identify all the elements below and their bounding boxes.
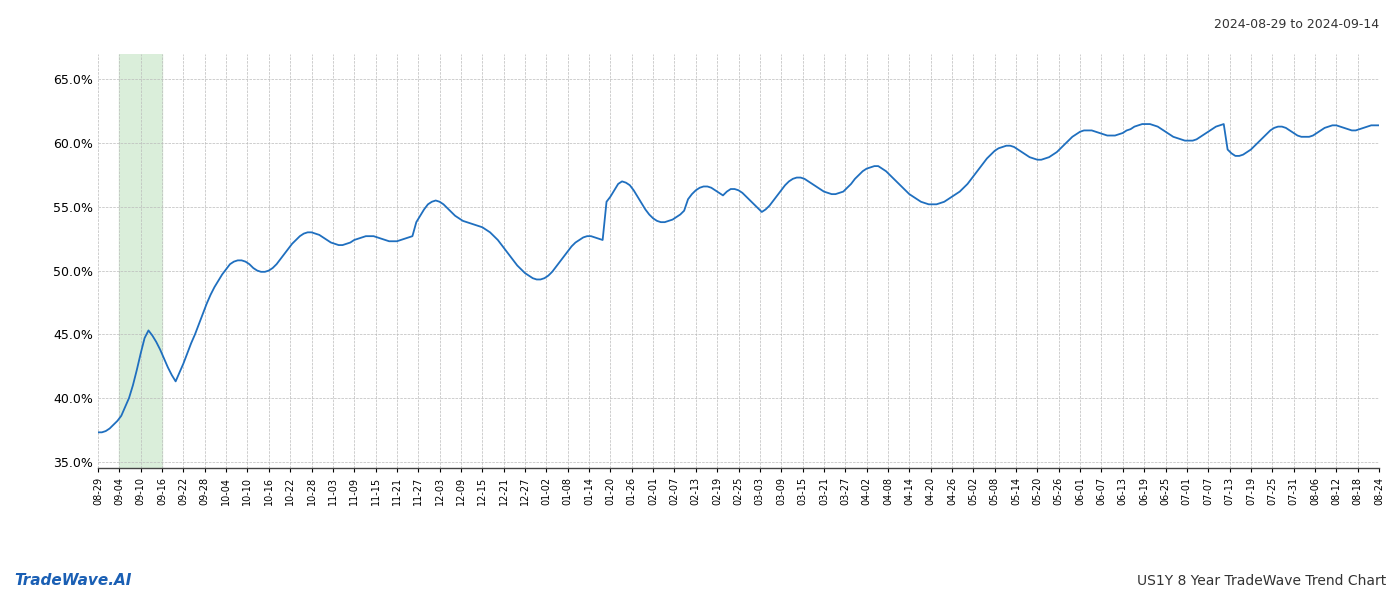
Bar [119,54,162,468]
Text: TradeWave.AI: TradeWave.AI [14,573,132,588]
Text: 2024-08-29 to 2024-09-14: 2024-08-29 to 2024-09-14 [1214,18,1379,31]
Text: US1Y 8 Year TradeWave Trend Chart: US1Y 8 Year TradeWave Trend Chart [1137,574,1386,588]
